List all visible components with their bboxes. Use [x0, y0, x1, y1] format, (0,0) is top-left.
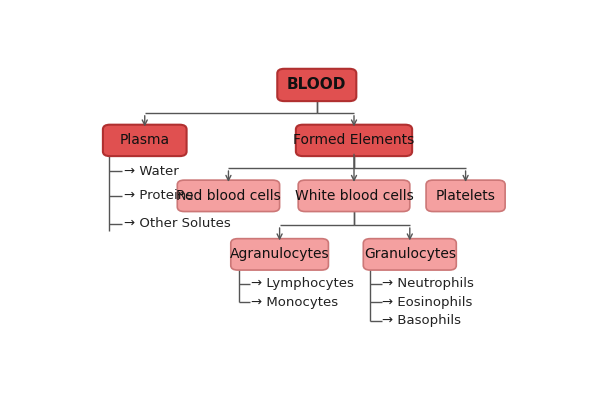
Text: → Proteins: → Proteins — [124, 189, 193, 202]
FancyBboxPatch shape — [426, 180, 505, 212]
Text: → Water: → Water — [124, 165, 179, 178]
Text: BLOOD: BLOOD — [287, 78, 346, 92]
Text: Platelets: Platelets — [436, 189, 496, 203]
Text: → Lymphocytes: → Lymphocytes — [251, 277, 353, 290]
Text: White blood cells: White blood cells — [295, 189, 413, 203]
Text: Formed Elements: Formed Elements — [293, 134, 415, 148]
FancyBboxPatch shape — [231, 239, 328, 270]
FancyBboxPatch shape — [178, 180, 280, 212]
FancyBboxPatch shape — [296, 125, 412, 156]
Text: Plasma: Plasma — [119, 134, 170, 148]
FancyBboxPatch shape — [364, 239, 457, 270]
Text: → Other Solutes: → Other Solutes — [124, 217, 230, 230]
FancyBboxPatch shape — [277, 69, 356, 101]
Text: → Basophils: → Basophils — [382, 314, 461, 327]
Text: → Monocytes: → Monocytes — [251, 296, 338, 309]
Text: Granulocytes: Granulocytes — [364, 247, 456, 261]
FancyBboxPatch shape — [103, 125, 187, 156]
FancyBboxPatch shape — [298, 180, 410, 212]
Text: → Neutrophils: → Neutrophils — [382, 277, 474, 290]
Text: Agranulocytes: Agranulocytes — [230, 247, 329, 261]
Text: → Eosinophils: → Eosinophils — [382, 296, 472, 309]
Text: Red blood cells: Red blood cells — [176, 189, 281, 203]
